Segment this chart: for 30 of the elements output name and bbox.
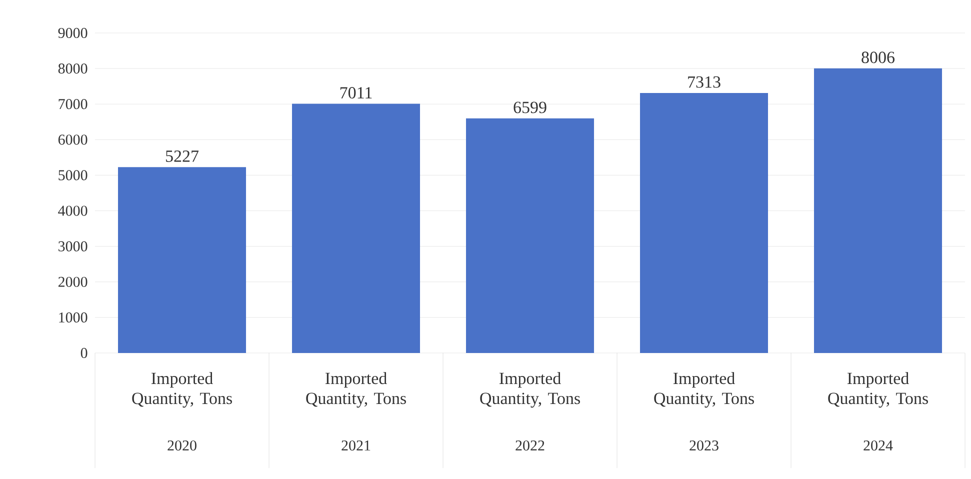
data-label: 7313 bbox=[688, 76, 720, 88]
y-tick-label: 2000 bbox=[58, 276, 88, 287]
text: Imported Quantity, Tons bbox=[480, 372, 580, 408]
y-tick-label: 0 bbox=[80, 348, 88, 358]
x-tick-label: 2024 bbox=[864, 440, 893, 451]
x-tick-label: 2023 bbox=[690, 440, 718, 451]
y-tick-label: 5000 bbox=[58, 170, 88, 180]
data-label: 6599 bbox=[514, 102, 546, 114]
bar bbox=[118, 167, 246, 353]
y-tick-label: 8000 bbox=[58, 63, 88, 74]
y-tick-label: 9000 bbox=[58, 28, 88, 38]
x-tick-label: 2021 bbox=[342, 440, 370, 451]
y-tick-label: 6000 bbox=[58, 134, 88, 145]
series-label: Imported Quantity, Tons bbox=[132, 372, 232, 408]
y-tick-label: 7000 bbox=[58, 99, 88, 110]
text: Imported Quantity, Tons bbox=[654, 372, 754, 408]
x-tick-label: 2020 bbox=[168, 440, 196, 451]
bar bbox=[640, 92, 768, 353]
bar bbox=[466, 118, 594, 353]
data-label: 8006 bbox=[862, 52, 895, 64]
text: Imported Quantity, Tons bbox=[306, 372, 406, 408]
x-tick-label: 2022 bbox=[516, 440, 544, 451]
y-tick-label: 4000 bbox=[58, 206, 88, 216]
data-label: 5227 bbox=[166, 150, 199, 162]
text: Imported Quantity, Tons bbox=[828, 372, 928, 408]
y-tick-label: 1000 bbox=[59, 312, 88, 322]
bar bbox=[292, 104, 420, 353]
bar bbox=[814, 68, 942, 353]
y-tick-label: 3000 bbox=[58, 241, 88, 252]
data-label: 7011 bbox=[340, 87, 372, 99]
